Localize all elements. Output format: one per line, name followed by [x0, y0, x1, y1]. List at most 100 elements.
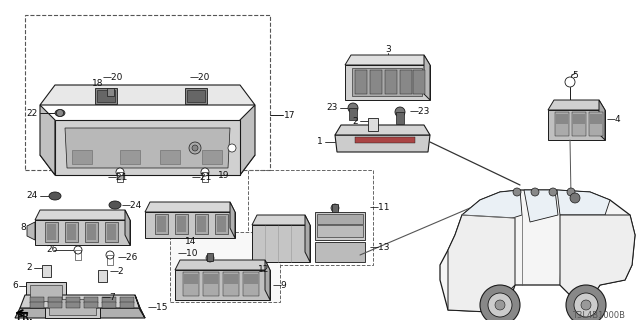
Bar [187, 90, 205, 102]
Text: —13: —13 [370, 244, 390, 252]
Bar [175, 214, 188, 234]
Polygon shape [65, 128, 230, 168]
Bar [85, 222, 98, 242]
Bar [102, 297, 116, 303]
Text: —21: —21 [192, 173, 212, 182]
Polygon shape [35, 210, 130, 220]
Circle shape [331, 204, 339, 212]
Polygon shape [40, 155, 255, 175]
Polygon shape [27, 222, 35, 240]
Circle shape [488, 293, 512, 317]
Bar [48, 297, 62, 303]
Text: 2: 2 [26, 263, 32, 273]
Bar [160, 150, 180, 164]
Circle shape [565, 77, 575, 87]
Text: 1: 1 [317, 138, 323, 147]
Text: FR.: FR. [16, 314, 33, 320]
Text: 2: 2 [353, 116, 358, 125]
Circle shape [192, 145, 198, 151]
Polygon shape [424, 55, 430, 100]
Circle shape [228, 144, 236, 152]
Bar [197, 216, 206, 232]
Bar [202, 172, 208, 182]
Bar [352, 68, 422, 96]
Text: 3: 3 [385, 45, 391, 54]
Bar [217, 216, 226, 232]
Bar [25, 15, 270, 170]
Bar [248, 170, 373, 265]
Bar [195, 214, 208, 234]
Bar [589, 112, 603, 136]
Circle shape [189, 142, 201, 154]
Circle shape [201, 168, 209, 176]
Bar [120, 302, 134, 308]
Bar [84, 302, 98, 308]
Bar [107, 88, 114, 96]
Polygon shape [305, 215, 310, 262]
Bar [590, 114, 602, 124]
Polygon shape [20, 295, 140, 308]
Bar [400, 70, 412, 94]
Bar [45, 222, 58, 242]
Text: 8: 8 [20, 223, 26, 233]
Bar [66, 302, 80, 308]
Text: 26: 26 [46, 245, 58, 254]
Bar [30, 297, 44, 303]
Bar [204, 274, 218, 284]
Bar [244, 274, 258, 284]
Bar [98, 270, 107, 282]
Text: 24: 24 [27, 191, 38, 201]
Bar [177, 216, 186, 232]
Bar [42, 265, 51, 277]
Bar [120, 150, 140, 164]
Text: 22: 22 [27, 108, 38, 117]
Bar [556, 114, 568, 124]
Text: 18: 18 [92, 78, 104, 87]
Bar [75, 250, 81, 260]
Polygon shape [335, 135, 430, 152]
Circle shape [570, 193, 580, 203]
Bar [49, 299, 96, 315]
Circle shape [567, 188, 575, 196]
Bar [317, 225, 363, 237]
Text: 5: 5 [572, 70, 578, 79]
Bar [223, 272, 239, 296]
Text: 23: 23 [326, 103, 338, 113]
Bar [26, 282, 66, 304]
Bar [65, 222, 78, 242]
Circle shape [116, 168, 124, 176]
Text: —23: —23 [410, 108, 430, 116]
Bar [48, 302, 62, 308]
Bar [105, 222, 118, 242]
Polygon shape [175, 260, 270, 270]
Polygon shape [135, 295, 145, 318]
Circle shape [106, 91, 114, 99]
Polygon shape [252, 225, 310, 262]
Polygon shape [345, 55, 430, 65]
Circle shape [531, 188, 539, 196]
Bar [107, 224, 116, 240]
Bar [385, 70, 397, 94]
Circle shape [348, 103, 358, 113]
Text: —10: —10 [178, 249, 198, 258]
Text: 14: 14 [185, 237, 196, 246]
Bar [185, 88, 207, 104]
Bar [207, 253, 213, 261]
Bar [203, 272, 219, 296]
Circle shape [566, 285, 606, 320]
Polygon shape [548, 110, 605, 140]
Polygon shape [252, 215, 310, 225]
Polygon shape [40, 105, 55, 175]
Ellipse shape [49, 192, 61, 200]
Bar [370, 70, 382, 94]
Bar [47, 224, 56, 240]
Circle shape [56, 109, 63, 116]
Circle shape [480, 285, 520, 320]
Text: 17: 17 [284, 110, 296, 119]
Bar [317, 214, 363, 224]
Bar [107, 255, 113, 265]
Bar [183, 272, 199, 296]
Bar [170, 232, 280, 302]
Bar [155, 214, 168, 234]
Polygon shape [448, 215, 515, 312]
